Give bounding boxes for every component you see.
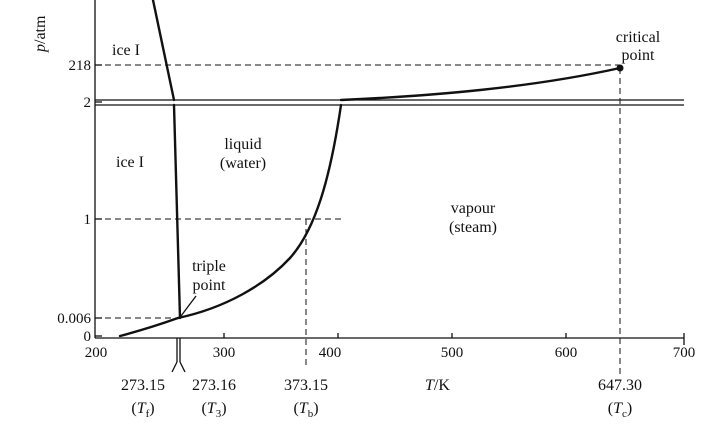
x-tick-label-300: 300 (213, 345, 236, 361)
y-tick-label-0.006: 0.006 (57, 311, 91, 327)
x-axis-title: T/K (425, 377, 450, 394)
region-label-vapour-line2: (steam) (449, 219, 497, 236)
temperature-label-T3: 273.16 (T3) (192, 377, 236, 420)
region-label-liquid-line2: (water) (220, 155, 266, 172)
x-ticks (223, 333, 685, 345)
critical-point-marker (616, 64, 624, 72)
vaporization-curve-upper (339, 66, 622, 102)
temperature-label-Tb: 373.15 (Tb) (284, 377, 328, 420)
svg-text:373.15: 373.15 (284, 377, 328, 394)
x-tick-label-200: 200 (85, 345, 108, 361)
critical-point-label-line2: point (622, 47, 655, 64)
y-tick-label-218: 218 (69, 58, 92, 74)
region-label-vapour-line1: vapour (451, 200, 496, 217)
triple-point-label-line2: point (193, 277, 226, 294)
region-label-ice-upper: ice I (112, 42, 140, 59)
x-tick-label-400: 400 (319, 345, 342, 361)
region-label-ice-lower: ice I (116, 154, 144, 171)
triple-point-label-line1: triple (192, 258, 226, 275)
temperature-label-Tc: 647.30 (Tc) (598, 377, 642, 420)
triple-point-pointer (180, 295, 197, 317)
fusion-curve-upper (151, 0, 176, 102)
svg-text:(Tf): (Tf) (131, 400, 154, 420)
x-tick-label-600: 600 (555, 345, 578, 361)
region-label-liquid-line1: liquid (224, 136, 261, 153)
svg-text:(T3): (T3) (201, 400, 226, 420)
y-tick-label-1: 1 (84, 212, 92, 228)
vaporization-curve (176, 103, 343, 320)
temperature-leaders (171, 338, 186, 373)
svg-text:(Tc): (Tc) (608, 400, 632, 420)
temperature-label-Tf: 273.15 (Tf) (121, 377, 165, 420)
y-tick-label-0: 0 (84, 329, 92, 345)
svg-text:273.15: 273.15 (121, 377, 165, 394)
svg-text:(Tb): (Tb) (293, 400, 318, 420)
x-tick-label-700: 700 (673, 345, 696, 361)
y-axis-title: p/atm (32, 15, 49, 53)
sublimation-curve (118, 316, 180, 338)
dashed-guides (95, 64, 621, 375)
y-tick-label-2: 2 (84, 95, 92, 111)
svg-text:647.30: 647.30 (598, 377, 642, 394)
svg-text:273.16: 273.16 (192, 377, 236, 394)
critical-point-label-line1: critical (616, 29, 661, 46)
fusion-curve-lower (172, 103, 182, 320)
x-tick-label-500: 500 (441, 345, 464, 361)
